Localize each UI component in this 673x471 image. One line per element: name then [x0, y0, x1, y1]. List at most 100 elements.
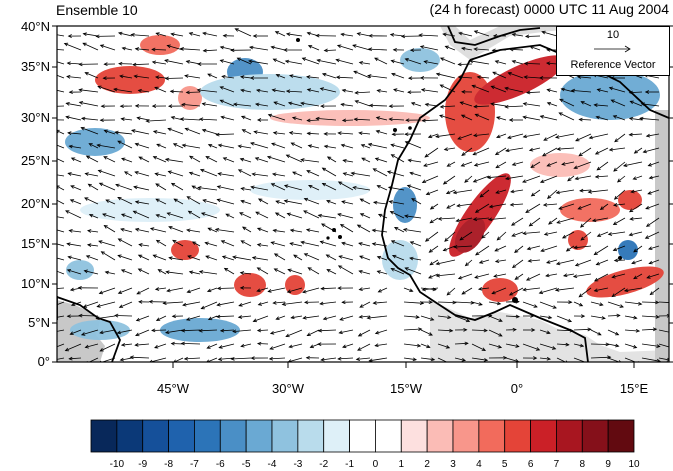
wind-vector — [114, 130, 133, 135]
wind-vector — [457, 273, 473, 280]
wind-vector — [546, 259, 558, 264]
wind-vector — [439, 104, 456, 109]
wind-vector — [350, 171, 371, 177]
wind-vector — [204, 241, 218, 247]
wind-vector — [359, 198, 371, 205]
wind-vector — [446, 203, 456, 209]
wind-vector — [65, 102, 82, 107]
wind-vector — [406, 184, 422, 191]
colorbar-swatch — [452, 419, 480, 453]
wind-vector — [590, 301, 604, 307]
wind-vector — [573, 343, 585, 348]
wind-vector — [137, 88, 150, 93]
wind-vector — [303, 300, 320, 305]
wind-vector — [164, 59, 184, 65]
wind-vector — [607, 231, 626, 236]
wind-vector — [525, 203, 541, 213]
wind-vector — [270, 241, 286, 247]
wind-vector — [220, 240, 235, 247]
wind-vector — [326, 199, 337, 205]
wind-vector — [117, 140, 133, 149]
wind-vector — [256, 267, 269, 275]
wind-vector — [374, 157, 388, 163]
wind-vector — [495, 189, 507, 194]
wind-vector — [607, 343, 620, 348]
wind-vector — [242, 226, 252, 233]
wind-vector — [523, 314, 535, 318]
wind-vector — [215, 132, 235, 137]
wind-vector — [420, 329, 433, 336]
wind-vector — [323, 144, 337, 149]
wind-vector — [268, 356, 286, 361]
wind-vector — [69, 329, 82, 335]
wind-vector — [437, 216, 456, 221]
wind-vector — [509, 202, 524, 207]
wind-vector — [322, 315, 337, 321]
wind-vector — [232, 329, 252, 334]
wind-vector — [272, 300, 286, 305]
wind-vector — [66, 74, 82, 79]
shade-patch — [95, 66, 165, 94]
wind-vector — [418, 33, 439, 38]
wind-vector — [287, 268, 303, 275]
wind-vector — [222, 33, 235, 38]
wind-vector — [67, 255, 82, 261]
wind-vector — [628, 90, 643, 95]
wind-vector — [570, 88, 592, 93]
wind-vector — [67, 172, 82, 177]
wind-vector — [542, 202, 558, 207]
wind-vector — [420, 343, 431, 349]
wind-vector — [404, 214, 422, 219]
wind-vector — [186, 228, 201, 233]
wind-vector — [437, 357, 451, 362]
wind-vector — [200, 212, 218, 219]
wind-vector — [120, 228, 133, 233]
wind-vector — [173, 198, 184, 205]
wind-vector — [82, 42, 99, 51]
wind-vector — [367, 74, 388, 79]
wind-vector — [593, 103, 609, 107]
wind-vector — [285, 32, 303, 37]
wind-vector — [96, 143, 116, 149]
wind-vector — [134, 171, 150, 177]
wind-vector — [459, 101, 473, 107]
lat-label: 35°N — [20, 59, 50, 74]
wind-vector — [358, 61, 371, 65]
wind-vector — [234, 28, 252, 37]
wind-vector — [649, 287, 660, 296]
wind-vector — [135, 329, 150, 337]
wind-vector — [580, 101, 592, 107]
wind-vector — [85, 155, 99, 163]
colorbar-tick-label: -3 — [293, 459, 303, 470]
wind-vector — [496, 116, 507, 121]
wind-vector — [78, 313, 99, 318]
wind-vector — [360, 144, 371, 149]
wind-vector — [241, 129, 252, 135]
wind-vector — [201, 102, 218, 107]
wind-vector — [217, 172, 235, 177]
colorbar-tick-label: -1 — [345, 459, 355, 470]
wind-vector — [117, 197, 133, 205]
wind-vector — [577, 203, 592, 210]
wind-vector — [405, 118, 422, 123]
wind-vector — [236, 57, 252, 65]
wind-vector — [474, 273, 490, 279]
wind-vector — [628, 231, 643, 237]
wind-vector — [472, 133, 490, 138]
wind-vector — [286, 287, 303, 294]
coast-africa-west — [381, 59, 589, 362]
wind-vector — [429, 203, 439, 210]
wind-vector — [65, 115, 82, 121]
wind-vector — [186, 287, 201, 294]
wind-vector — [321, 72, 337, 79]
wind-vector — [361, 157, 371, 163]
wind-vector — [319, 240, 337, 247]
wind-vector — [198, 270, 218, 275]
wind-vector — [613, 258, 626, 263]
wind-vector — [337, 356, 354, 361]
wind-vector — [490, 85, 507, 93]
wind-vector — [507, 72, 524, 79]
wind-vector — [96, 301, 116, 308]
wind-vector — [341, 118, 354, 123]
colorbar-tick-label: -5 — [241, 459, 251, 470]
